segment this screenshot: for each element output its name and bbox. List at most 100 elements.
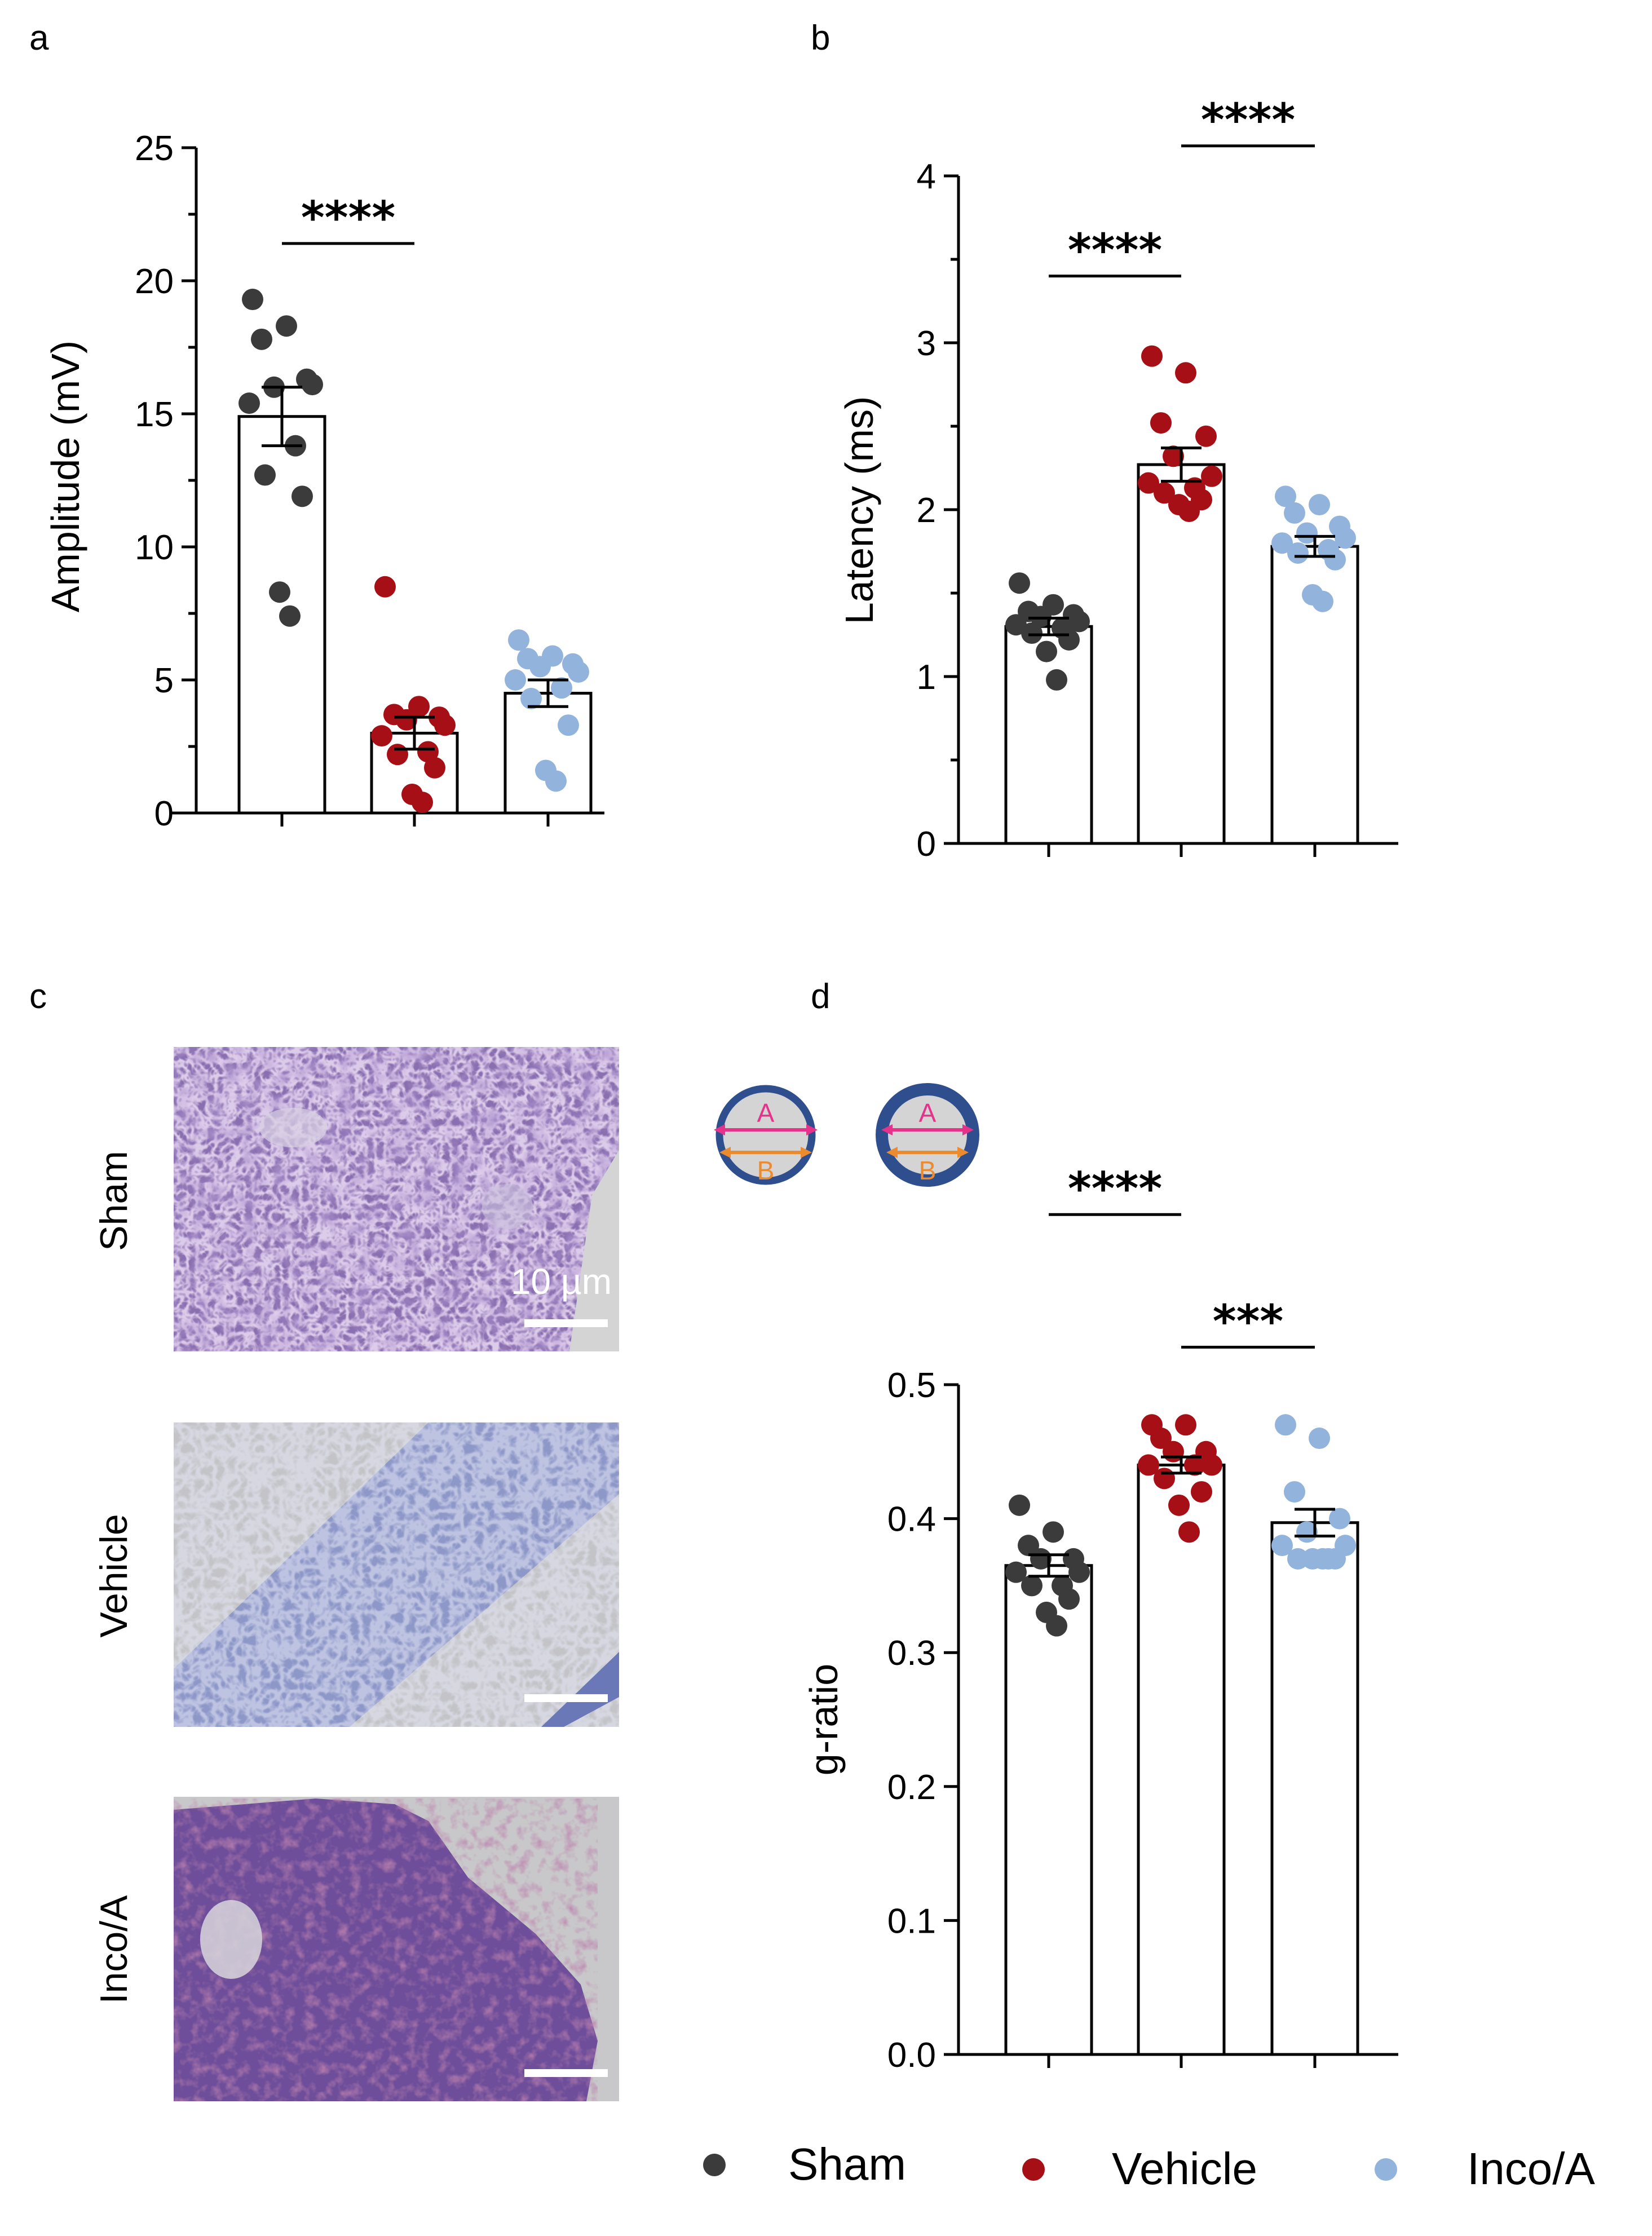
data-point	[1021, 622, 1043, 644]
data-point	[1058, 629, 1080, 651]
data-point	[558, 714, 579, 736]
data-point	[1138, 1454, 1159, 1476]
data-point	[1284, 1481, 1305, 1503]
y-tick-label: 0.2	[887, 1768, 936, 1807]
y-tick-label: 2	[917, 491, 936, 530]
scale-bar	[524, 1694, 608, 1702]
data-point	[1175, 1414, 1196, 1436]
label-a: A	[919, 1098, 937, 1128]
histology-image-inco-a	[174, 1797, 619, 2101]
data-point	[551, 677, 572, 699]
label-a: A	[757, 1098, 775, 1128]
chart-g-ratio: 0.00.10.20.30.40.5g-ratio*******	[802, 1163, 1398, 2075]
data-point	[1163, 445, 1184, 467]
data-point	[1275, 1414, 1296, 1436]
data-point	[1168, 1494, 1190, 1516]
data-point	[1046, 669, 1067, 691]
data-point	[1005, 614, 1027, 636]
bar	[1004, 625, 1093, 845]
chart-latency: 0 1 2 3 4 Latency (ms) **** ****	[837, 94, 1398, 864]
data-point	[1058, 1588, 1080, 1610]
data-point	[1068, 611, 1090, 633]
data-point	[276, 315, 297, 337]
data-point	[1275, 485, 1296, 507]
histology-panel: 10 µm Sham Vehicle Inco/A	[92, 1047, 619, 2101]
data-point	[1009, 1494, 1030, 1516]
data-point	[520, 688, 542, 710]
data-point	[1335, 527, 1356, 549]
legend-marker-vehicle	[1022, 2158, 1045, 2181]
data-point	[424, 757, 445, 779]
significance-label: ****	[301, 192, 395, 244]
scale-bar	[524, 1319, 608, 1327]
data-point	[1184, 1454, 1205, 1476]
data-point	[291, 485, 313, 507]
data-point	[545, 770, 567, 792]
bar	[1137, 1464, 1226, 2056]
significance-label: ****	[1068, 1163, 1162, 1215]
significance-label: ****	[1201, 94, 1295, 147]
panel-label-a: a	[29, 19, 49, 58]
scale-bar	[524, 2069, 608, 2077]
label-b: B	[919, 1156, 937, 1185]
legend-label-sham: Sham	[788, 2139, 906, 2189]
data-point	[1271, 532, 1293, 554]
data-point	[1030, 606, 1052, 628]
y-tick-label: 1	[917, 658, 936, 697]
data-point	[1296, 522, 1318, 544]
data-point	[1312, 1548, 1333, 1570]
data-point	[251, 328, 272, 350]
y-tick-label: 10	[135, 528, 174, 567]
data-point	[1068, 1561, 1090, 1583]
bar	[1004, 1564, 1093, 2056]
data-point	[1309, 1428, 1330, 1450]
data-point	[387, 744, 408, 766]
data-point	[1195, 425, 1217, 447]
data-point	[302, 374, 323, 396]
row-label-sham: Sham	[92, 1151, 135, 1251]
panel-label-d: d	[811, 977, 830, 1016]
data-point	[508, 629, 529, 651]
data-point	[434, 714, 456, 736]
y-tick-label: 25	[135, 129, 174, 168]
significance-label: ***	[1213, 1295, 1284, 1347]
legend-marker-inco-a	[1375, 2158, 1397, 2181]
bar	[1137, 463, 1226, 845]
data-point	[1312, 590, 1333, 612]
y-tick-label: 5	[154, 661, 174, 700]
data-point	[1046, 1615, 1067, 1637]
bar	[1270, 1521, 1359, 2056]
data-point	[1150, 412, 1172, 434]
data-point	[529, 656, 551, 678]
data-point	[396, 709, 417, 731]
data-point	[242, 289, 263, 311]
data-point	[1021, 1575, 1043, 1597]
row-label-inco-a: Inco/A	[92, 1895, 135, 2004]
g-ratio-diagram: A B A B	[714, 1083, 979, 1187]
data-point	[1043, 1521, 1064, 1543]
y-axis-title: Amplitude (mV)	[43, 341, 87, 612]
data-point	[1178, 500, 1200, 522]
y-tick-label: 15	[135, 395, 174, 434]
data-point	[1009, 572, 1030, 594]
legend: Sham Vehicle Inco/A	[703, 2139, 1595, 2194]
legend-marker-sham	[703, 2154, 726, 2176]
data-point	[1036, 640, 1057, 662]
bar	[503, 692, 593, 815]
y-tick-label: 0.3	[887, 1634, 936, 1673]
data-point	[1271, 1535, 1293, 1557]
data-point	[254, 464, 276, 486]
y-tick-label: 0.0	[887, 2036, 936, 2075]
data-point	[1287, 1548, 1309, 1570]
chart-amplitude: 0 5 10 15 20 25 Amplitude (mV) ****	[43, 129, 604, 833]
axon-thick-myelin-icon: A B	[876, 1083, 979, 1187]
data-point	[568, 661, 589, 683]
data-point	[374, 576, 396, 598]
y-tick-label: 0.4	[887, 1500, 936, 1539]
data-point	[1154, 482, 1175, 504]
data-point	[279, 605, 301, 627]
label-b: B	[757, 1156, 775, 1185]
data-point	[1005, 1561, 1027, 1583]
histology-image-sham: 10 µm	[174, 1047, 619, 1351]
